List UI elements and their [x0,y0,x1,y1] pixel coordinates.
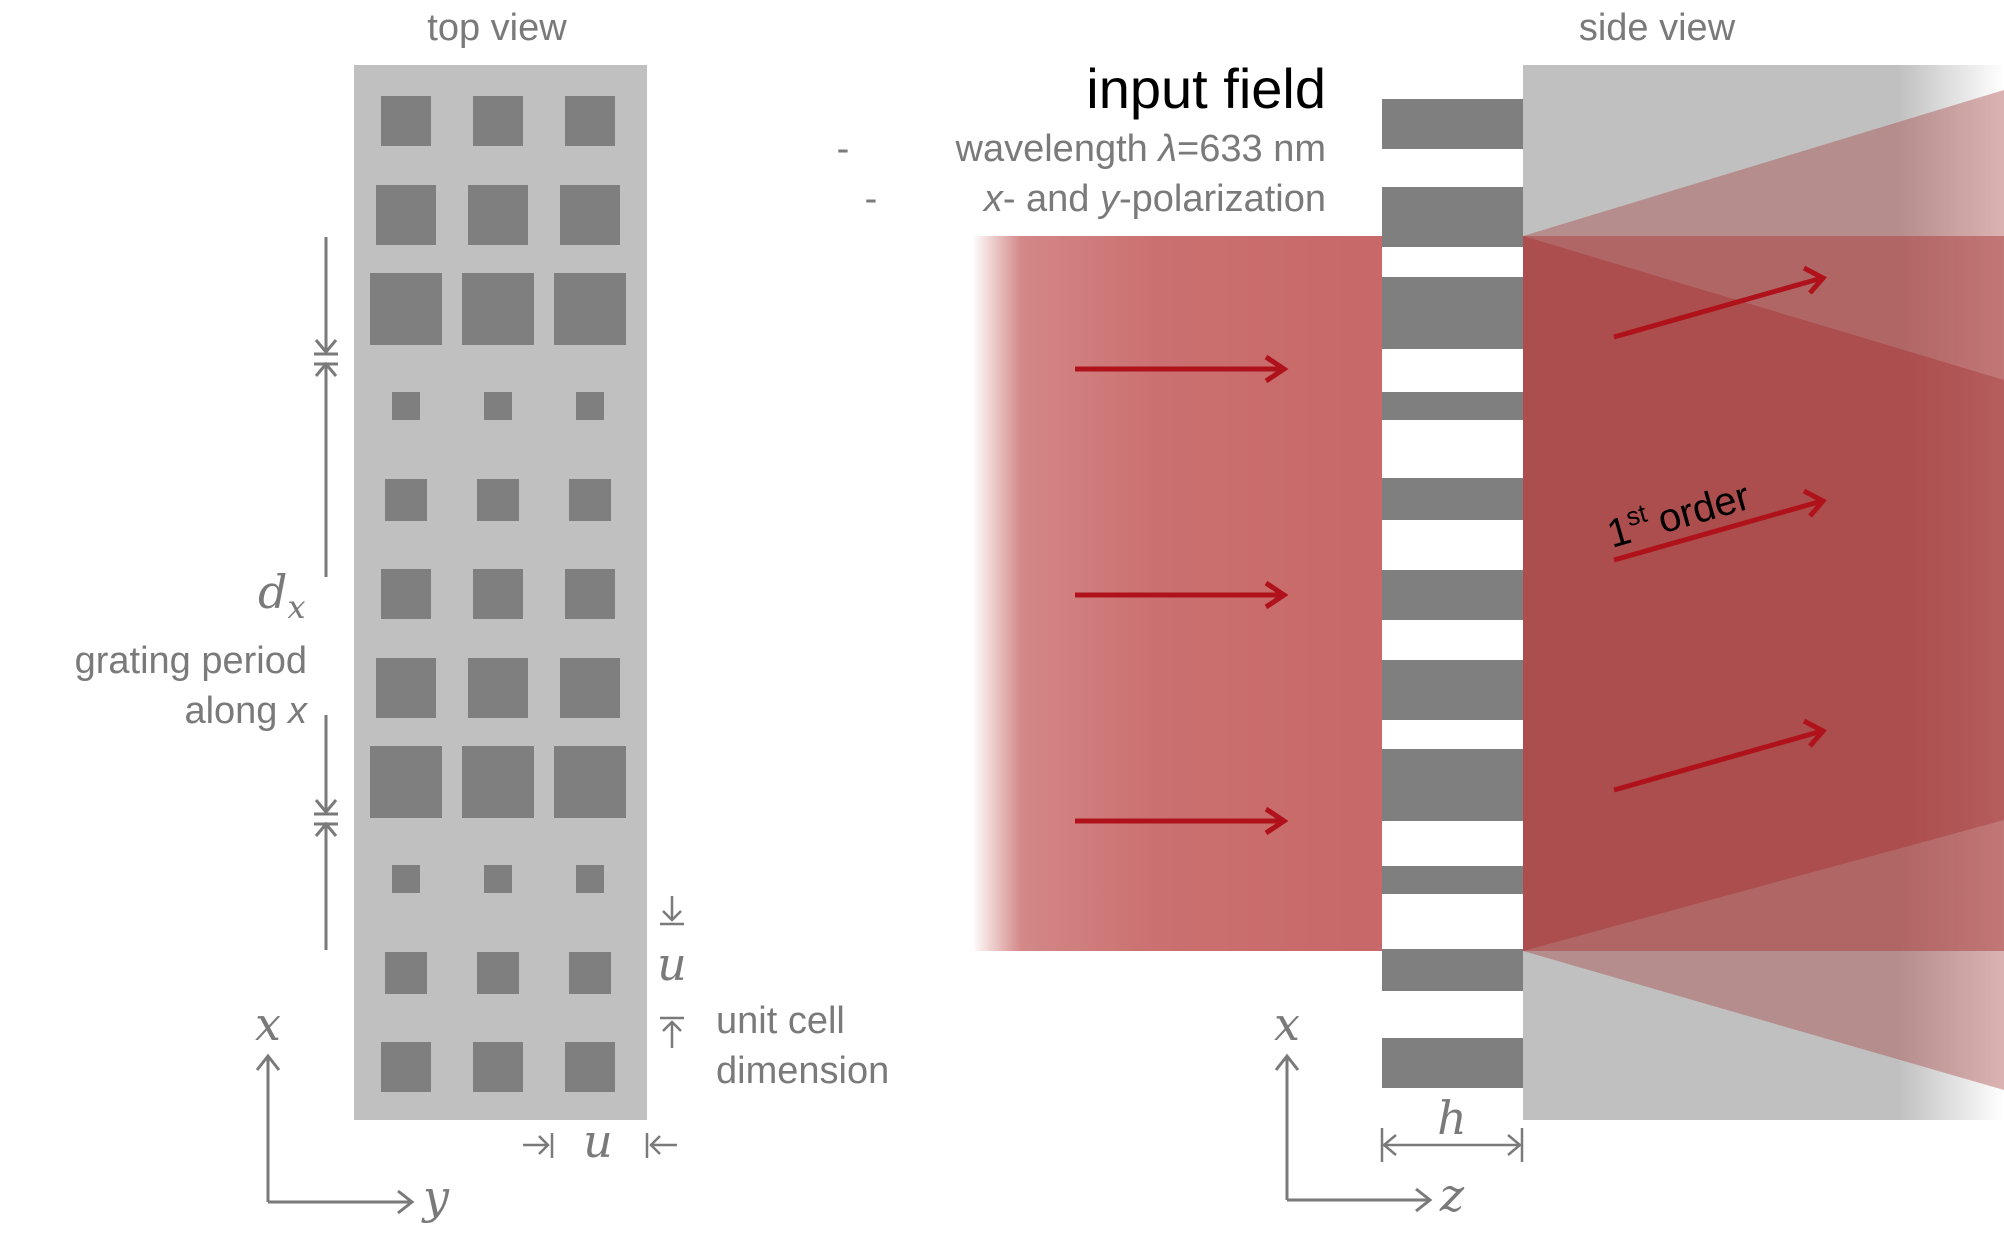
input-polarization: x- and y-polarization [982,178,1326,220]
pillar [473,1042,523,1092]
grating-bar [1382,1038,1523,1088]
grating-bar [1382,277,1523,349]
period-dimension [314,237,338,950]
pillar [484,865,512,893]
bullet-marker-2: - [865,178,878,220]
input-wavelength: wavelength λ=633 nm [955,128,1326,170]
grating-bar [1382,392,1523,420]
grating-bar [1382,187,1523,247]
pillar [392,392,420,420]
pillar [477,479,519,521]
period-label-line2: along x [184,690,309,732]
pillar [477,952,519,994]
side-view-axes [1274,1053,1433,1213]
grating-bar [1382,660,1523,720]
top-view: top view dx grating period along x [75,7,890,1224]
grating-bar [1382,570,1523,620]
top-view-title: top view [427,7,567,49]
pillar [576,392,604,420]
unit-symbol-horizontal: u [583,1114,613,1168]
pillar-array [370,96,626,1092]
axis-label-z-side: z [1439,1168,1465,1222]
pillar [565,569,615,619]
pillar [569,479,611,521]
pillar [468,185,528,245]
side-view-title: side view [1579,7,1736,49]
axis-label-y-top: y [421,1170,450,1224]
pillar [576,865,604,893]
grating-bar [1382,99,1523,149]
pillar [462,746,534,818]
incident-arrows [1075,354,1289,836]
pillar [484,392,512,420]
grating-cross-section [1382,99,1523,1088]
pillar [560,658,620,718]
pillar [565,96,615,146]
pillar [468,658,528,718]
grating-bar [1382,749,1523,821]
pillar [473,569,523,619]
side-view: side view [837,7,2004,1222]
axis-label-x-top: x [255,997,281,1051]
pillar [381,569,431,619]
pillar [385,479,427,521]
pillar [554,746,626,818]
unit-symbol-vertical: u [657,937,687,991]
pillar [473,96,523,146]
pillar [376,658,436,718]
unit-cell-vertical-dimension [660,896,684,1048]
pillar [565,1042,615,1092]
grating-bar [1382,949,1523,991]
pillar [569,952,611,994]
grating-bar [1382,866,1523,894]
thickness-symbol: h [1437,1091,1467,1145]
period-label-line1: grating period [75,640,307,682]
pillar [381,96,431,146]
unit-label-line1: unit cell [716,1000,845,1042]
period-symbol: dx [258,565,306,626]
unit-cell-horizontal-dimension [523,1133,677,1158]
pillar [462,273,534,345]
pillar [392,865,420,893]
thickness-dimension [1380,1128,1524,1162]
bullet-marker-1: - [837,128,850,170]
diffracted-beams [1523,90,2004,1090]
grating-bar [1382,478,1523,520]
pillar [381,1042,431,1092]
pillar [370,746,442,818]
pillar [376,185,436,245]
top-view-axes [255,1053,415,1215]
input-field-title: input field [1086,57,1326,120]
pillar [560,185,620,245]
diffracted-arrows [1613,265,1827,793]
pillar [385,952,427,994]
pillar [554,273,626,345]
axis-label-x-side: x [1274,997,1300,1051]
pillar [370,273,442,345]
unit-label-line2: dimension [716,1050,889,1092]
